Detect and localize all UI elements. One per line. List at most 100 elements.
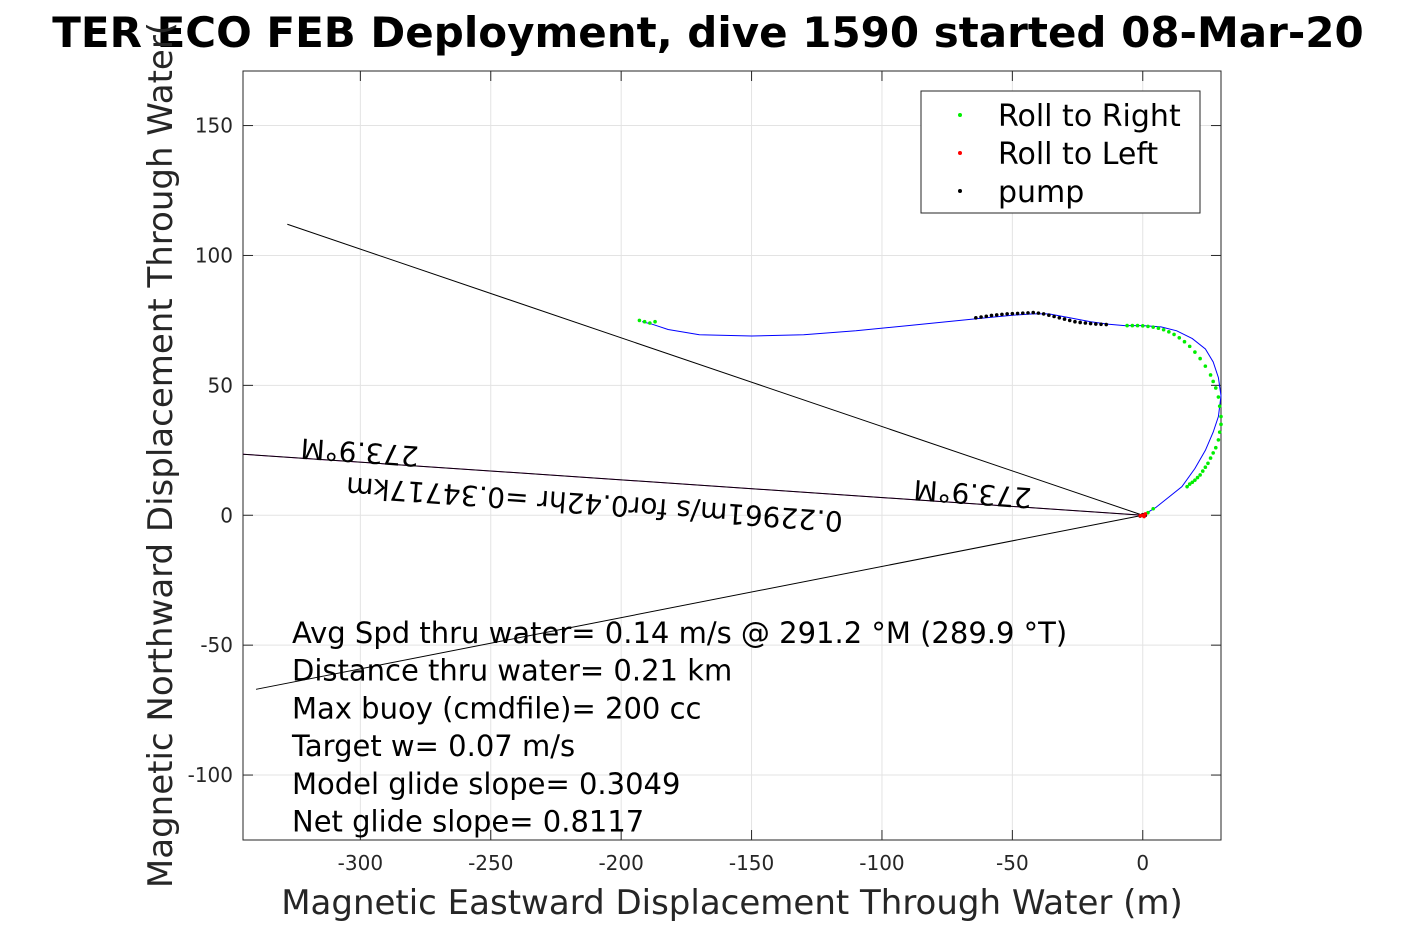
y-tick-label: 50: [208, 373, 233, 397]
pump-point: [1010, 311, 1015, 316]
pump-point: [1041, 312, 1046, 316]
roll-right-point: [1182, 339, 1187, 344]
pump-point: [984, 314, 989, 319]
pump-point: [1031, 310, 1036, 315]
y-tick-label: -100: [188, 763, 233, 787]
roll-right-point: [1216, 438, 1221, 442]
pump-point: [1036, 311, 1041, 315]
bearing-line: [287, 223, 1143, 516]
roll-right-point: [1198, 356, 1202, 361]
pump-point: [1052, 314, 1056, 319]
pump-point: [1078, 320, 1082, 325]
roll-right-point: [1187, 482, 1192, 486]
roll-right-point: [1172, 332, 1176, 337]
legend: Roll to Right Roll to Left pump: [920, 90, 1201, 214]
legend-label-pump: pump: [998, 175, 1084, 210]
pump-point: [1104, 322, 1109, 327]
roll-right-point: [1195, 475, 1200, 480]
roll-right-point: [1203, 364, 1208, 368]
dive-annotations: Avg Spd thru water= 0.14 m/s @ 291.2 °M …: [291, 616, 1067, 839]
roll-right-point: [1135, 323, 1140, 328]
y-axis-label: Magnetic Northward Displacement Through …: [141, 22, 181, 888]
annotation-line: Target w= 0.07 m/s: [291, 729, 575, 763]
data-points: [637, 310, 1223, 519]
roll-right-point: [1167, 330, 1171, 334]
roll-right-point: [1206, 461, 1210, 466]
roll-right-point: [648, 321, 652, 325]
pump-point: [979, 315, 983, 319]
pump-point: [1088, 321, 1093, 326]
y-tick-label: 150: [195, 114, 233, 138]
x-axis-label: Magnetic Eastward Displacement Through W…: [281, 883, 1183, 923]
pump-point: [1020, 311, 1025, 315]
roll-right-point: [1125, 323, 1129, 328]
pump-point: [1000, 312, 1004, 317]
roll-right-point: [1208, 373, 1213, 377]
annotation-line: Model glide slope= 0.3049: [292, 767, 680, 801]
legend-box: [920, 90, 1201, 214]
roll-right-point: [1203, 465, 1208, 469]
pump-point: [974, 316, 978, 320]
roll-right-point: [1198, 473, 1202, 477]
pump-point: [1083, 321, 1088, 325]
roll-right-point: [1151, 325, 1155, 329]
pump-point: [1094, 322, 1098, 326]
pump-point: [1062, 317, 1067, 321]
y-tick-label: 100: [195, 243, 233, 267]
roll-right-point: [1208, 456, 1213, 460]
roll-right-point: [637, 318, 642, 323]
pump-point: [1073, 319, 1077, 324]
x-tick-label: -100: [859, 851, 904, 875]
legend-label-roll-right: Roll to Right: [998, 99, 1181, 134]
y-tick-label: 0: [220, 503, 233, 527]
x-tick-label: -150: [729, 851, 774, 875]
roll-right-point: [1151, 506, 1155, 511]
plot-area-frame: [242, 70, 1222, 841]
roll-right-point: [1185, 484, 1189, 489]
annotation-line: Net glide slope= 0.8117: [292, 805, 644, 839]
roll-right-point: [1146, 324, 1150, 329]
roll-right-point: [1219, 414, 1223, 419]
roll-right-point: [1193, 350, 1197, 354]
legend-marker-roll-left: [958, 151, 962, 155]
pump-point: [1099, 322, 1103, 327]
annotation-line: Avg Spd thru water= 0.14 m/s @ 291.2 °M …: [292, 616, 1067, 650]
legend-marker-pump: [958, 189, 962, 193]
roll-right-point: [1177, 336, 1182, 340]
roll-right-point: [1140, 324, 1145, 328]
pump-point: [989, 313, 994, 318]
x-tick-label: -300: [338, 851, 383, 875]
roll-right-point: [1217, 430, 1222, 434]
roll-right-point: [1161, 327, 1166, 332]
roll-right-point: [1211, 451, 1215, 455]
reference-lines: [242, 223, 1143, 690]
pump-point: [994, 313, 999, 317]
roll-right-point: [1200, 469, 1205, 473]
legend-label-roll-left: Roll to Left: [998, 137, 1158, 172]
x-tick-label: -50: [996, 851, 1029, 875]
pump-point: [1057, 316, 1062, 320]
y-tick-label: -50: [200, 633, 233, 657]
roll-right-point: [653, 319, 657, 324]
pump-point: [1026, 311, 1030, 315]
pump-point: [1005, 312, 1009, 316]
roll-right-point: [1219, 422, 1223, 427]
axis-ticks: -300 -250 -200 -150 -100 -50 0 -100 -50 0 50 100 150: [188, 71, 1221, 875]
roll-right-point: [1193, 478, 1197, 482]
chart-title: TER ECO FEB Deployment, dive 1590 starte…: [52, 8, 1363, 57]
roll-left-point: [1142, 514, 1146, 519]
pump-point: [1015, 311, 1020, 316]
bearing-label: 273.9°M: [300, 431, 420, 472]
pump-point: [1067, 318, 1072, 323]
x-tick-label: 0: [1136, 851, 1149, 875]
x-tick-label: -200: [598, 851, 643, 875]
bearing-label: 0.22961m/s for0.42hr =0.34717km: [345, 470, 844, 538]
roll-right-point: [1156, 326, 1161, 330]
roll-right-point: [1211, 379, 1215, 384]
bearing-label: 273.9°M: [912, 473, 1032, 514]
legend-marker-roll-right: [958, 113, 962, 117]
roll-right-point: [1130, 323, 1135, 328]
bearing-line: [242, 453, 1143, 516]
